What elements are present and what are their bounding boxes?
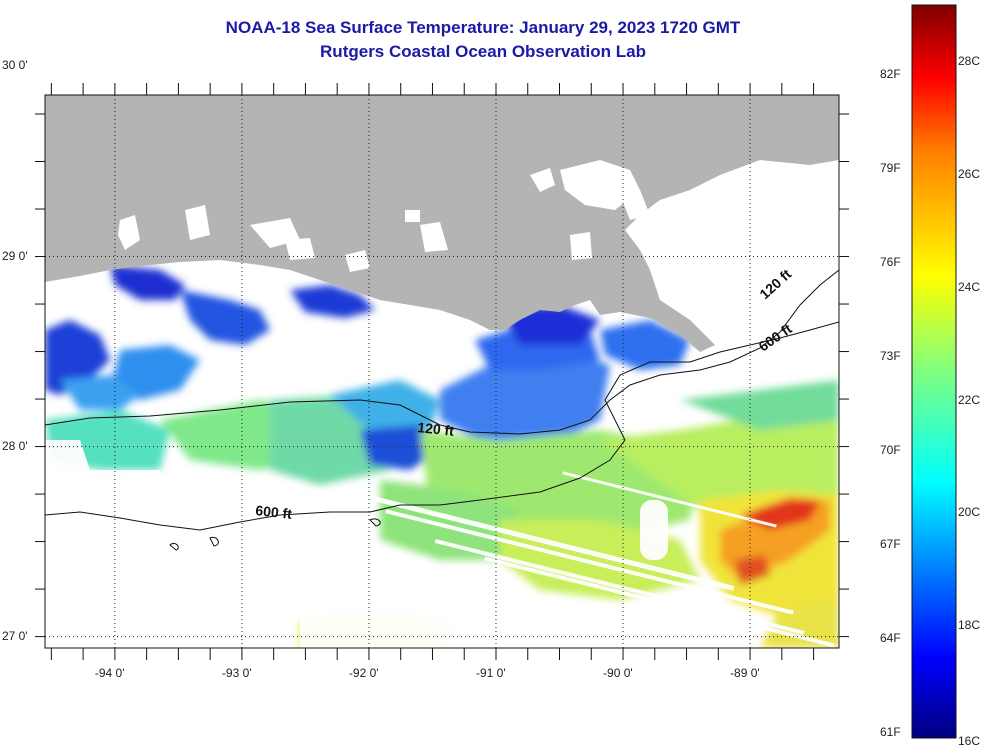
- depth-label-600-west: 600 ft: [255, 502, 293, 522]
- land-mass: [45, 95, 839, 352]
- colorbar-celsius-label: 20C: [958, 505, 981, 520]
- depth-contours: [45, 269, 839, 551]
- lat-tick-label: 28 0': [2, 438, 28, 453]
- lat-tick-label: 30 0': [2, 58, 28, 73]
- lakes: [118, 160, 705, 272]
- lon-tick-label: -92 0': [348, 666, 379, 680]
- colorbar-fahrenheit-label: 79F: [880, 160, 901, 175]
- colorbar-celsius-label: 24C: [958, 279, 981, 294]
- map-frame: [44, 94, 840, 649]
- lat-tick-label: 29 0': [2, 248, 28, 263]
- lon-tick-label: -91 0': [475, 666, 506, 680]
- sst-layer: 120 ft 120 ft 600 ft 600 ft: [45, 95, 839, 648]
- lat-tick-label: 27 0': [2, 628, 28, 643]
- colorbar-celsius-label: 18C: [958, 618, 981, 633]
- graticule: [45, 95, 839, 648]
- colorbar-fahrenheit-label: 67F: [880, 536, 901, 551]
- colorbar-fahrenheit-label: 76F: [880, 254, 901, 269]
- lon-tick-label: -93 0': [221, 666, 252, 680]
- lon-tick-label: -94 0': [94, 666, 125, 680]
- colorbar-celsius-label: 16C: [958, 734, 981, 748]
- cloud-streaks: [45, 440, 835, 648]
- colorbar-fahrenheit-label: 82F: [880, 66, 901, 81]
- axis-ticks: [35, 83, 849, 660]
- colorbar-celsius-label: 22C: [958, 392, 981, 407]
- map-subtitle: Rutgers Coastal Ocean Observation Lab: [320, 42, 646, 61]
- map-title: NOAA-18 Sea Surface Temperature: January…: [225, 18, 741, 37]
- colorbar-fahrenheit-label: 70F: [880, 442, 901, 457]
- lon-tick-label: -89 0': [730, 666, 760, 680]
- colorbar-fahrenheit-label: 61F: [880, 724, 901, 739]
- colorbar: [911, 4, 957, 739]
- colorbar-fahrenheit-label: 73F: [880, 348, 901, 363]
- lon-tick-label: -90 0': [603, 666, 633, 680]
- colorbar-celsius-label: 26C: [958, 167, 981, 182]
- colorbar-celsius-label: 28C: [958, 54, 981, 69]
- depth-label-120-west: 120 ft: [417, 419, 455, 439]
- colorbar-fahrenheit-label: 64F: [880, 630, 901, 645]
